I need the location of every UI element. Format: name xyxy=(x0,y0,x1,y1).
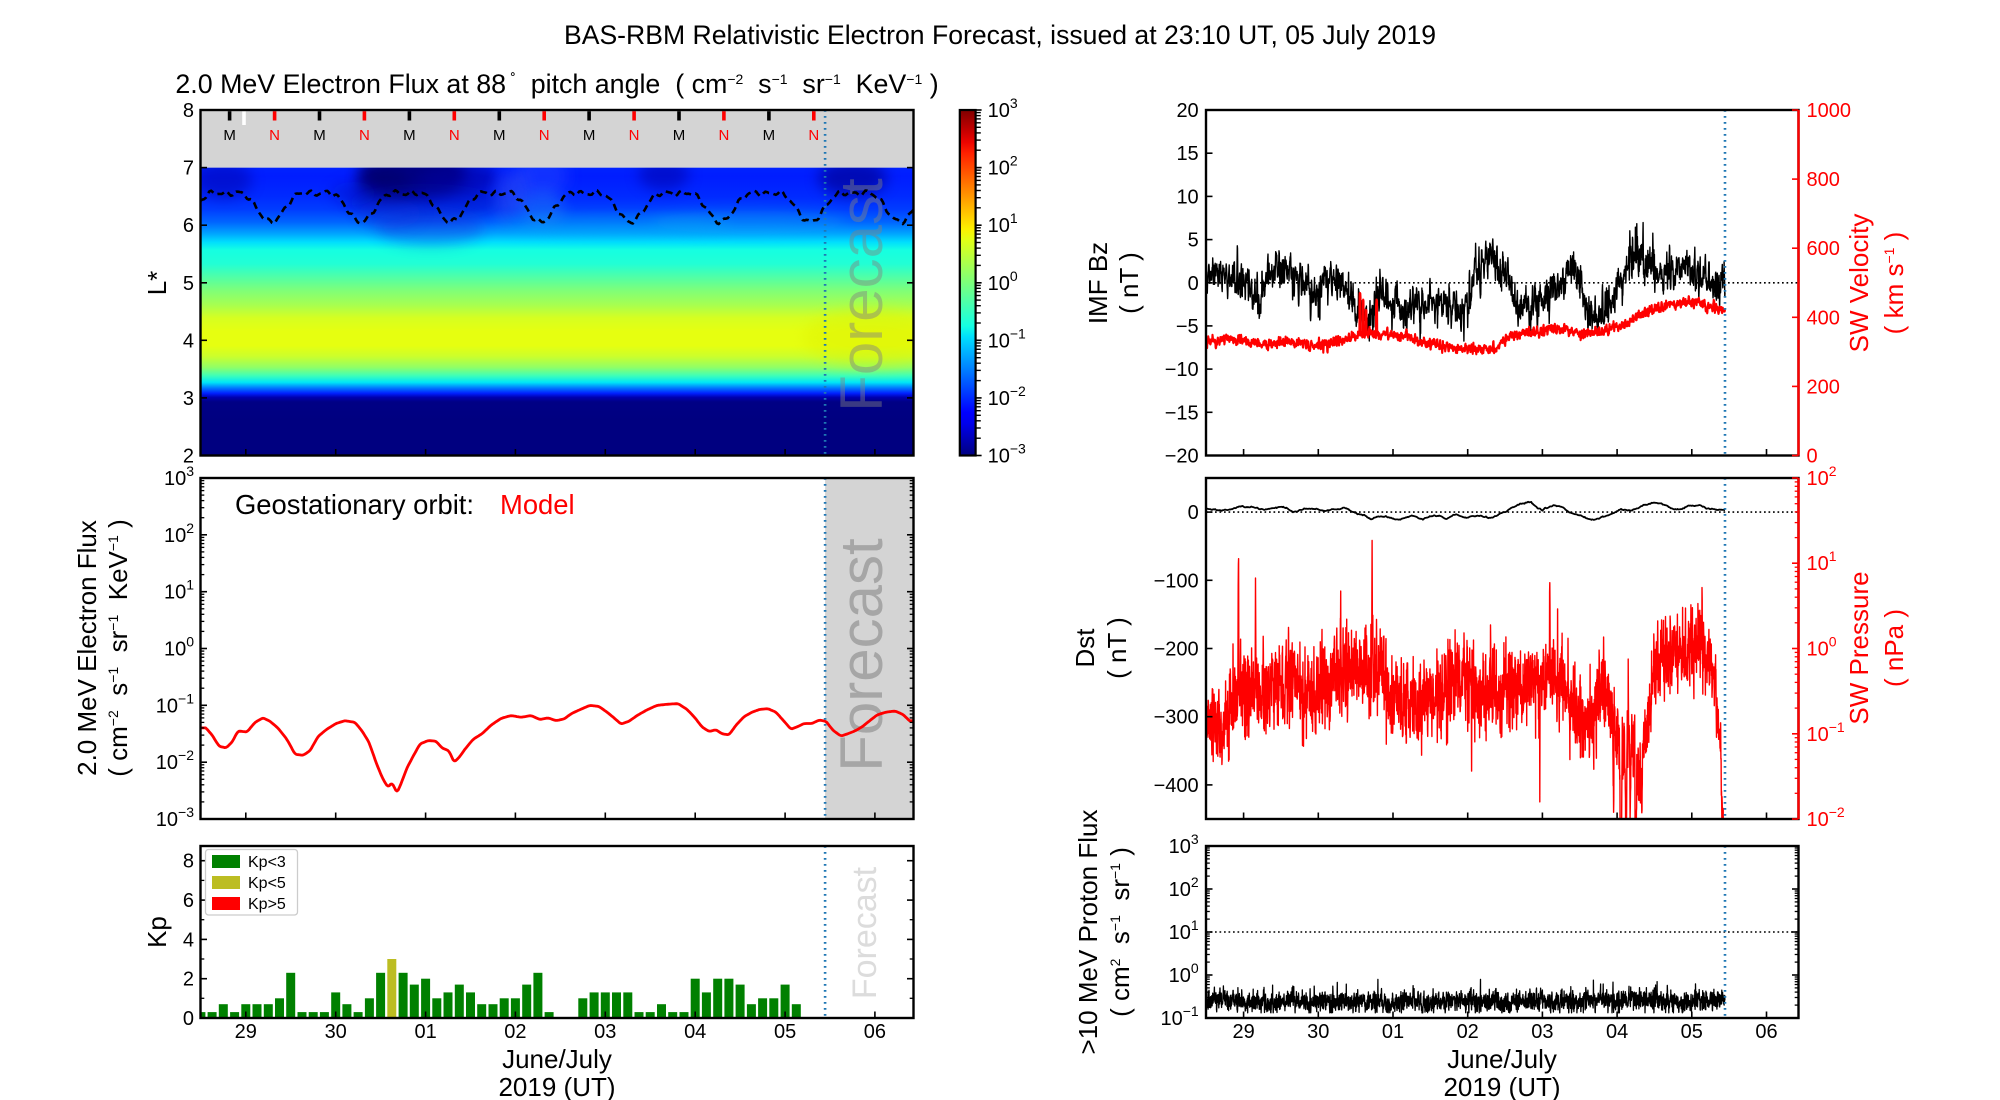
svg-text:Forecast: Forecast xyxy=(828,538,895,772)
svg-text:2.0 MeV Electron Flux at 88 ˚: 2.0 MeV Electron Flux at 88 ˚ pitch angl… xyxy=(175,69,938,99)
svg-text:03: 03 xyxy=(1531,1021,1553,1043)
svg-text:0: 0 xyxy=(1188,273,1199,295)
svg-text:20: 20 xyxy=(1176,100,1198,122)
svg-text:N: N xyxy=(629,127,640,144)
svg-text:Kp: Kp xyxy=(142,916,172,948)
svg-text:2: 2 xyxy=(183,446,194,468)
svg-text:Kp<3: Kp<3 xyxy=(248,854,286,871)
svg-text:8: 8 xyxy=(183,851,194,873)
svg-text:−400: −400 xyxy=(1154,775,1199,797)
svg-text:05: 05 xyxy=(1681,1021,1703,1043)
svg-text:0: 0 xyxy=(183,1008,194,1030)
svg-text:0: 0 xyxy=(1807,446,1818,468)
svg-text:M: M xyxy=(583,127,596,144)
svg-text:N: N xyxy=(269,127,280,144)
svg-text:SW Pressure: SW Pressure xyxy=(1844,571,1874,724)
svg-text:6: 6 xyxy=(183,215,194,237)
svg-text:01: 01 xyxy=(414,1021,436,1043)
svg-text:0: 0 xyxy=(1188,502,1199,524)
svg-text:600: 600 xyxy=(1807,238,1840,260)
svg-text:M: M xyxy=(223,127,236,144)
svg-text:400: 400 xyxy=(1807,307,1840,329)
svg-text:7: 7 xyxy=(183,158,194,180)
svg-text:June/July: June/July xyxy=(502,1044,612,1074)
svg-text:8: 8 xyxy=(183,100,194,122)
svg-text:01: 01 xyxy=(1382,1021,1404,1043)
svg-text:−10: −10 xyxy=(1165,359,1199,381)
svg-text:06: 06 xyxy=(864,1021,886,1043)
svg-text:5: 5 xyxy=(1188,230,1199,252)
svg-text:Forecast: Forecast xyxy=(846,866,884,999)
svg-text:−15: −15 xyxy=(1165,402,1199,424)
svg-text:30: 30 xyxy=(1307,1021,1329,1043)
svg-text:N: N xyxy=(449,127,460,144)
svg-text:Model: Model xyxy=(500,489,575,520)
svg-text:30: 30 xyxy=(325,1021,347,1043)
svg-text:05: 05 xyxy=(774,1021,796,1043)
svg-text:M: M xyxy=(493,127,506,144)
svg-text:200: 200 xyxy=(1807,376,1840,398)
svg-text:Kp>5: Kp>5 xyxy=(248,896,286,913)
svg-text:−5: −5 xyxy=(1176,316,1199,338)
svg-text:101: 101 xyxy=(164,577,194,604)
svg-text:M: M xyxy=(763,127,776,144)
svg-text:2: 2 xyxy=(183,969,194,991)
svg-text:15: 15 xyxy=(1176,143,1198,165)
svg-text:10−3: 10−3 xyxy=(988,441,1026,468)
svg-text:−100: −100 xyxy=(1154,570,1199,592)
svg-text:2.0 MeV Electron Flux: 2.0 MeV Electron Flux xyxy=(72,520,102,776)
svg-text:N: N xyxy=(359,127,370,144)
svg-text:N: N xyxy=(539,127,550,144)
svg-text:29: 29 xyxy=(1232,1021,1254,1043)
svg-text:−300: −300 xyxy=(1154,707,1199,729)
svg-text:BAS-RBM Relativistic Electron: BAS-RBM Relativistic Electron Forecast, … xyxy=(564,20,1436,50)
svg-text:( km s−1 ): ( km s−1 ) xyxy=(1879,232,1909,335)
svg-text:−200: −200 xyxy=(1154,639,1199,661)
svg-text:>10 MeV Proton Flux: >10 MeV Proton Flux xyxy=(1073,810,1103,1055)
svg-text:02: 02 xyxy=(1457,1021,1479,1043)
svg-text:29: 29 xyxy=(235,1021,257,1043)
svg-text:10−2: 10−2 xyxy=(156,747,194,774)
svg-text:N: N xyxy=(718,127,729,144)
svg-text:Kp<5: Kp<5 xyxy=(248,875,286,892)
svg-text:04: 04 xyxy=(1606,1021,1628,1043)
svg-text:10: 10 xyxy=(1176,186,1198,208)
svg-text:Dst: Dst xyxy=(1070,628,1100,668)
svg-text:2019 (UT): 2019 (UT) xyxy=(498,1072,615,1100)
svg-text:( nT ): ( nT ) xyxy=(1102,617,1132,679)
svg-text:SW Velocity: SW Velocity xyxy=(1844,214,1874,353)
svg-text:−20: −20 xyxy=(1165,446,1199,468)
svg-text:100: 100 xyxy=(164,634,194,661)
svg-text:5: 5 xyxy=(183,273,194,295)
svg-text:IMF Bz: IMF Bz xyxy=(1083,242,1113,324)
svg-text:03: 03 xyxy=(594,1021,616,1043)
svg-text:Forecast: Forecast xyxy=(828,178,895,412)
svg-text:6: 6 xyxy=(183,890,194,912)
svg-text:( nT ): ( nT ) xyxy=(1114,252,1144,314)
svg-text:4: 4 xyxy=(183,330,194,352)
svg-text:04: 04 xyxy=(684,1021,706,1043)
svg-text:Geostationary orbit:: Geostationary orbit: xyxy=(235,489,474,520)
svg-text:02: 02 xyxy=(504,1021,526,1043)
svg-text:M: M xyxy=(403,127,416,144)
svg-text:M: M xyxy=(313,127,326,144)
svg-text:M: M xyxy=(673,127,686,144)
svg-text:4: 4 xyxy=(183,929,194,951)
svg-text:( cm2 s−1 sr−1 ): ( cm2 s−1 sr−1 ) xyxy=(1105,847,1135,1017)
svg-text:L*: L* xyxy=(142,271,172,296)
svg-text:( nPa ): ( nPa ) xyxy=(1879,609,1909,687)
svg-text:3: 3 xyxy=(183,388,194,410)
svg-text:N: N xyxy=(808,127,819,144)
svg-text:1000: 1000 xyxy=(1807,100,1852,122)
svg-text:2019 (UT): 2019 (UT) xyxy=(1443,1072,1560,1100)
svg-text:June/July: June/July xyxy=(1447,1044,1557,1074)
svg-text:102: 102 xyxy=(164,520,194,547)
svg-text:( cm−2 s−1 sr−1 KeV−1 ): ( cm−2 s−1 sr−1 KeV−1 ) xyxy=(103,519,133,776)
svg-text:06: 06 xyxy=(1755,1021,1777,1043)
svg-text:800: 800 xyxy=(1807,169,1840,191)
